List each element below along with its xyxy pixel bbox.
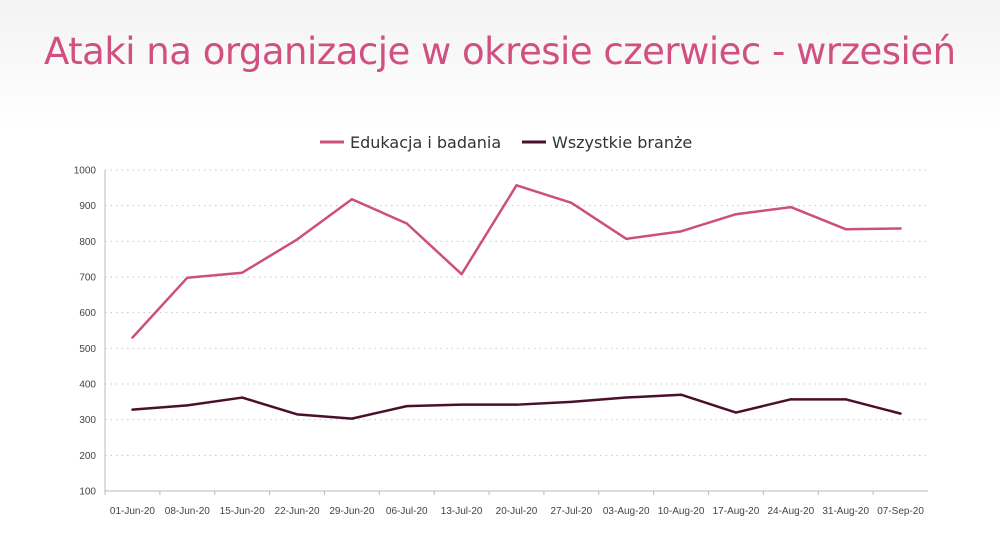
x-tick-label: 22-Jun-20 [275, 506, 320, 517]
y-tick-label: 100 [79, 487, 96, 498]
data-point [789, 398, 793, 401]
data-point [789, 205, 793, 209]
data-point [350, 417, 354, 420]
data-point [899, 227, 902, 230]
y-tick-label: 400 [79, 380, 96, 391]
data-point [295, 413, 299, 416]
data-point [679, 230, 683, 233]
data-point [405, 404, 408, 408]
data-point [186, 276, 189, 279]
data-point [844, 398, 847, 401]
data-point [295, 238, 299, 241]
x-tick-label: 01-Jun-20 [110, 506, 155, 517]
x-tick-label: 31-Aug-20 [822, 506, 869, 517]
x-tick-label: 08-Jun-20 [165, 506, 210, 517]
data-point [515, 403, 518, 406]
x-tick-label: 20-Jul-20 [496, 506, 538, 517]
background [0, 0, 1000, 130]
y-tick-label: 600 [79, 308, 96, 319]
x-tick-label: 13-Jul-20 [441, 506, 483, 517]
legend-label: Wszystkie branże [552, 133, 692, 152]
data-point [350, 198, 354, 201]
series-line-2 [132, 393, 901, 420]
data-point [625, 237, 628, 241]
x-tick-label: 24-Aug-20 [767, 506, 814, 517]
data-point [240, 396, 244, 399]
legend-label: Edukacja i badania [350, 133, 501, 152]
data-point [131, 336, 134, 339]
y-tick-label: 700 [79, 273, 96, 284]
x-tick-label: 17-Aug-20 [713, 506, 760, 517]
data-point [515, 184, 518, 187]
data-point [460, 272, 463, 276]
y-tick-label: 300 [79, 415, 96, 426]
y-tick-label: 800 [79, 237, 96, 248]
data-point [240, 271, 244, 274]
data-point [899, 412, 902, 415]
data-point [734, 213, 738, 216]
data-point [460, 403, 463, 406]
data-point [131, 408, 134, 411]
x-tick-label: 03-Aug-20 [603, 506, 650, 517]
data-point [570, 201, 573, 205]
series-line-1 [131, 184, 901, 339]
data-point [625, 396, 628, 399]
y-tick-label: 500 [79, 344, 96, 355]
x-tick-label: 15-Jun-20 [220, 506, 265, 517]
y-tick-label: 1000 [74, 166, 97, 177]
data-point [186, 404, 189, 407]
data-point [570, 400, 573, 404]
page-title: Ataki na organizacje w okresie czerwiec … [44, 30, 956, 73]
x-tick-label: 10-Aug-20 [658, 506, 705, 517]
x-tick-label: 29-Jun-20 [329, 506, 374, 517]
x-tick-label: 27-Jul-20 [551, 506, 593, 517]
y-tick-label: 900 [79, 201, 96, 212]
x-tick-label: 06-Jul-20 [386, 506, 428, 517]
data-point [405, 222, 408, 225]
data-point [844, 228, 847, 231]
data-point [734, 411, 738, 414]
data-point [679, 393, 683, 396]
y-tick-label: 200 [79, 451, 96, 462]
x-tick-label: 07-Sep-20 [877, 506, 924, 517]
